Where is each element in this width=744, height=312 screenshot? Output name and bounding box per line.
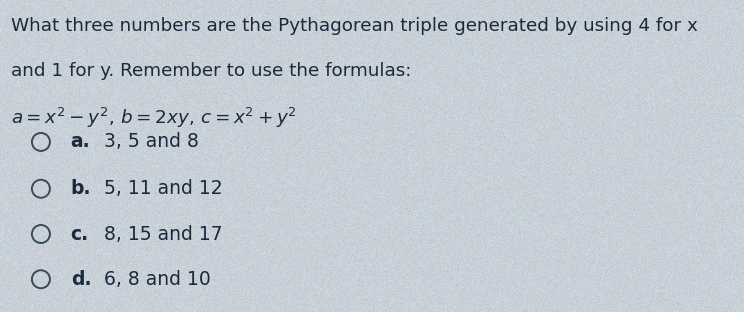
Text: 5, 11 and 12: 5, 11 and 12	[104, 179, 222, 198]
Text: and 1 for y. Remember to use the formulas:: and 1 for y. Remember to use the formula…	[11, 62, 411, 80]
Text: c.: c.	[71, 225, 89, 243]
Text: a.: a.	[71, 133, 90, 151]
Text: b.: b.	[71, 179, 92, 198]
Text: 8, 15 and 17: 8, 15 and 17	[104, 225, 222, 243]
Text: $a = x^2 - y^2, \, b = 2xy, \, c = x^2 + y^2$: $a = x^2 - y^2, \, b = 2xy, \, c = x^2 +…	[11, 106, 297, 130]
Text: What three numbers are the Pythagorean triple generated by using 4 for x: What three numbers are the Pythagorean t…	[11, 17, 698, 35]
Text: 6, 8 and 10: 6, 8 and 10	[104, 270, 211, 289]
Text: 3, 5 and 8: 3, 5 and 8	[104, 133, 199, 151]
Text: d.: d.	[71, 270, 92, 289]
